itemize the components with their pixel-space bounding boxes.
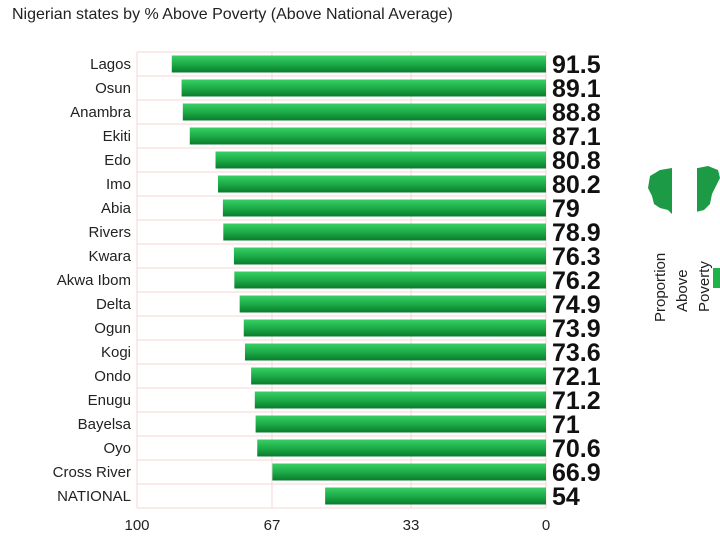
category-label: Oyo [103, 440, 131, 457]
value-label: 79 [552, 195, 580, 223]
x-tick-label: 33 [403, 517, 420, 534]
value-label: 76.2 [552, 267, 601, 295]
category-label: Delta [96, 296, 132, 313]
value-label: 80.2 [552, 171, 601, 199]
bar [325, 487, 546, 505]
x-axis-ticks: 100 67 33 0 [124, 517, 550, 534]
bar [272, 463, 546, 481]
x-tick-label: 0 [542, 517, 550, 534]
value-label: 80.8 [552, 147, 601, 175]
value-label: 89.1 [552, 75, 601, 103]
value-label: 73.6 [552, 339, 601, 367]
value-label: 71 [552, 411, 580, 439]
category-label: Ekiti [103, 128, 131, 145]
bar [171, 55, 546, 73]
bar [251, 367, 546, 385]
value-label: 54 [552, 483, 580, 511]
category-label: Enugu [88, 392, 131, 409]
value-label: 88.8 [552, 99, 601, 127]
value-label: 91.5 [552, 51, 601, 79]
bar [239, 295, 546, 313]
legend-title-line-1: Proportion [652, 252, 669, 322]
bar [189, 127, 547, 145]
category-label: Akwa Ibom [57, 272, 131, 289]
category-label: Imo [106, 176, 131, 193]
legend-swatch [713, 268, 720, 288]
value-label: 71.2 [552, 387, 601, 415]
category-labels: Lagos Osun Anambra Ekiti Edo Imo Abia Rivers Kwa… [53, 56, 132, 505]
nigeria-flag-map-icon [648, 166, 720, 220]
value-label: 66.9 [552, 459, 601, 487]
bar [244, 343, 546, 361]
value-label: 87.1 [552, 123, 601, 151]
legend-title: Proportion Above Poverty [632, 218, 720, 328]
bar [223, 223, 546, 241]
bar [182, 103, 547, 121]
category-label: Ondo [94, 368, 131, 385]
category-label: Abia [101, 200, 132, 217]
value-label: 73.9 [552, 315, 601, 343]
category-label: Edo [104, 152, 131, 169]
category-label: Rivers [88, 224, 131, 241]
legend-title-line-3: Poverty [696, 261, 713, 312]
bar [181, 79, 546, 97]
value-label: 72.1 [552, 363, 601, 391]
chart-title: Nigerian states by % Above Poverty (Abov… [12, 6, 453, 23]
bar [255, 415, 547, 433]
x-tick-label: 100 [124, 517, 149, 534]
category-label: Bayelsa [78, 416, 132, 433]
category-label: Lagos [90, 56, 131, 73]
legend-title-line-2: Above [674, 269, 691, 312]
bar [215, 151, 546, 169]
bar [217, 175, 546, 193]
category-label: NATIONAL [57, 488, 131, 505]
bar [234, 271, 547, 289]
bars [171, 55, 547, 505]
category-label: Kwara [88, 248, 131, 265]
bar [257, 439, 546, 457]
value-label: 76.3 [552, 243, 601, 271]
bar [233, 247, 547, 265]
bar [254, 391, 547, 409]
bar [243, 319, 546, 337]
category-label: Osun [95, 80, 131, 97]
category-label: Anambra [70, 104, 132, 121]
category-label: Ogun [94, 320, 131, 337]
value-label: 78.9 [552, 219, 601, 247]
x-tick-label: 67 [264, 517, 281, 534]
value-label: 74.9 [552, 291, 601, 319]
value-label: 70.6 [552, 435, 601, 463]
category-label: Cross River [53, 464, 131, 481]
category-label: Kogi [101, 344, 131, 361]
value-labels: 91.589.188.887.180.880.27978.976.376.274… [552, 51, 601, 511]
bar [222, 199, 546, 217]
